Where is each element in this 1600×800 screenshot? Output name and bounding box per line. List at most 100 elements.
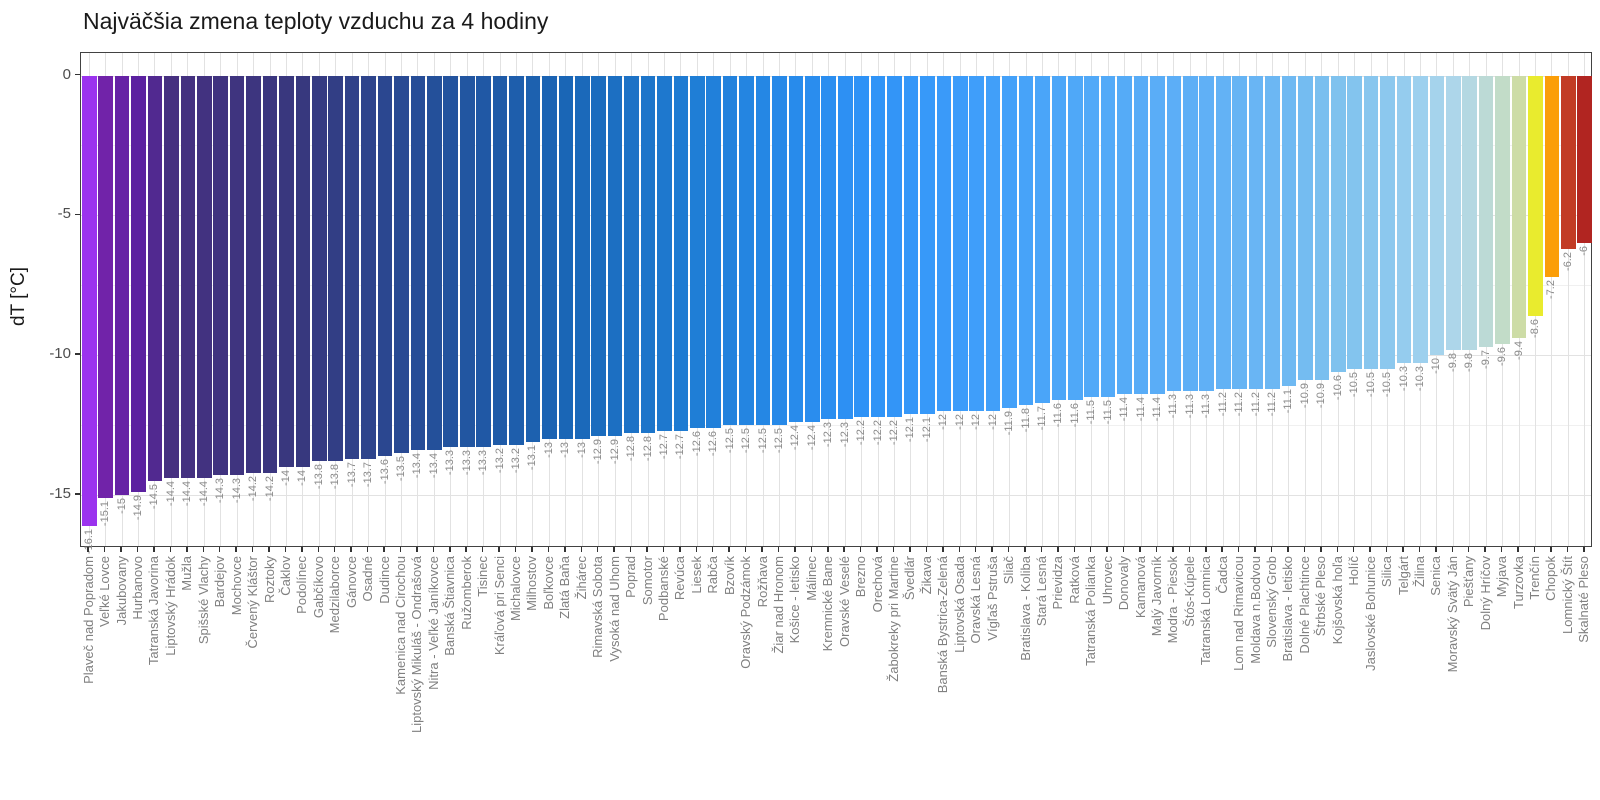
- x-tick-mark: [1533, 547, 1536, 552]
- bar: [525, 75, 541, 442]
- bar: [936, 75, 952, 412]
- bar-value-label: -15.1: [99, 500, 112, 526]
- bar-value-label: -14.3: [230, 478, 243, 504]
- bar: [969, 75, 984, 412]
- x-tick-label: Oravský Podzámok: [738, 556, 754, 669]
- bar: [1314, 75, 1330, 381]
- x-tick-mark: [103, 547, 106, 552]
- bar: [952, 75, 968, 412]
- x-tick-mark: [1320, 547, 1322, 552]
- x-tick-label: Kamenica nad Cirochou: [392, 556, 408, 695]
- bar: [673, 75, 689, 431]
- bar-value-label: -14.4: [181, 481, 194, 507]
- x-tick-label: Banská Bystrica-Zelená: [935, 556, 951, 694]
- x-tick-mark: [580, 547, 582, 552]
- bar-value-label: -13.6: [378, 458, 391, 484]
- bar: [1035, 75, 1050, 403]
- bar: [328, 75, 344, 462]
- x-tick-label: Zlatá Baňa: [557, 556, 573, 619]
- x-tick-mark: [1517, 547, 1519, 552]
- bar: [1166, 75, 1182, 392]
- x-tick-label: Vígľaš Pstruša: [984, 556, 1000, 641]
- bar-value-label: -12.8: [641, 436, 654, 462]
- x-tick-label: Modra - Piesok: [1165, 556, 1181, 644]
- bar-value-label: -11.6: [1068, 402, 1081, 428]
- bar-value-label: -10.3: [1413, 366, 1426, 392]
- x-tick-label: Kremnické Bane: [820, 556, 836, 652]
- x-tick-mark: [679, 547, 681, 552]
- bar-value-label: -12.8: [625, 436, 638, 462]
- x-tick-mark: [350, 547, 352, 552]
- bar: [542, 75, 557, 439]
- bar: [903, 75, 919, 414]
- x-tick-label: Piešťany: [1461, 556, 1477, 608]
- bar: [1462, 75, 1478, 350]
- x-tick-label: Silica: [1379, 556, 1395, 588]
- x-tick-mark: [794, 547, 796, 552]
- bar-value-label: -12.3: [838, 422, 851, 448]
- x-tick-mark: [1139, 547, 1141, 552]
- x-tick-label: Malý Javorník: [1148, 556, 1164, 637]
- x-tick-label: Prievidza: [1050, 556, 1066, 610]
- x-tick-label: Rimavská Sobota: [590, 556, 606, 658]
- x-tick-label: Slovenský Grob: [1264, 556, 1280, 648]
- bar: [706, 75, 722, 428]
- x-tick-mark: [958, 547, 960, 552]
- bar-value-label: -13.1: [526, 444, 539, 470]
- x-tick-label: Žiar nad Hronom: [770, 556, 786, 654]
- x-tick-mark: [268, 547, 270, 552]
- y-tick-mark: [75, 353, 80, 355]
- x-tick-mark: [1467, 547, 1470, 552]
- bar-value-label: -12.6: [690, 430, 703, 456]
- bar-value-label: -12.5: [756, 428, 769, 454]
- x-tick-label: Liptovská Osada: [951, 556, 967, 653]
- bar-value-label: -11.1: [1282, 388, 1295, 414]
- bar: [229, 75, 245, 476]
- bar-value-label: -12: [937, 414, 950, 430]
- x-tick-label: Jakubovany: [113, 556, 129, 626]
- x-tick-label: Kamanová: [1132, 556, 1148, 619]
- x-tick-mark: [317, 547, 320, 552]
- bar: [131, 75, 146, 493]
- x-tick-mark: [432, 547, 435, 552]
- x-tick-mark: [1155, 547, 1158, 552]
- bar-value-label: -13.2: [493, 447, 506, 473]
- bar: [1511, 75, 1527, 339]
- x-tick-mark: [136, 547, 139, 552]
- bar: [295, 75, 311, 467]
- bar: [755, 75, 771, 425]
- x-tick-mark: [186, 547, 188, 552]
- bar-value-label: -13.3: [477, 450, 490, 476]
- x-tick-label: Vysoká nad Uhom: [606, 556, 622, 662]
- bar-value-label: -12.5: [740, 428, 753, 454]
- bar-value-label: -11.4: [1134, 397, 1147, 422]
- bar: [788, 75, 804, 423]
- bar: [1002, 75, 1017, 409]
- x-tick-mark: [547, 547, 550, 552]
- bar-value-label: -13: [575, 441, 588, 458]
- x-tick-label: Boľkovce: [540, 556, 556, 610]
- bar-value-label: -9.7: [1479, 349, 1492, 369]
- x-tick-label: Oravské Veselé: [836, 556, 852, 648]
- bar: [492, 75, 508, 445]
- bar: [887, 75, 902, 417]
- x-tick-mark: [1073, 547, 1076, 552]
- x-tick-label: Kojšovská hoľa: [1329, 556, 1345, 645]
- bar: [1183, 75, 1198, 392]
- bar-value-label: -14.4: [164, 481, 177, 507]
- x-tick-label: Veľké Lovce: [97, 556, 113, 628]
- bar: [1380, 75, 1395, 370]
- x-tick-mark: [1451, 547, 1454, 552]
- x-tick-label: Dudince: [376, 556, 392, 604]
- bar-value-label: -10.5: [1348, 372, 1361, 398]
- x-tick-label: Plaveč nad Popradom: [80, 556, 96, 684]
- bar: [657, 75, 672, 431]
- x-tick-mark: [218, 547, 221, 552]
- x-tick-label: Žabokreky pri Martine: [886, 556, 902, 682]
- bar: [1396, 75, 1412, 364]
- x-tick-label: Rožňava: [754, 556, 770, 608]
- bar: [394, 75, 409, 453]
- x-tick-label: Trenčín: [1526, 556, 1542, 600]
- bar: [1084, 75, 1100, 398]
- bar: [443, 75, 459, 448]
